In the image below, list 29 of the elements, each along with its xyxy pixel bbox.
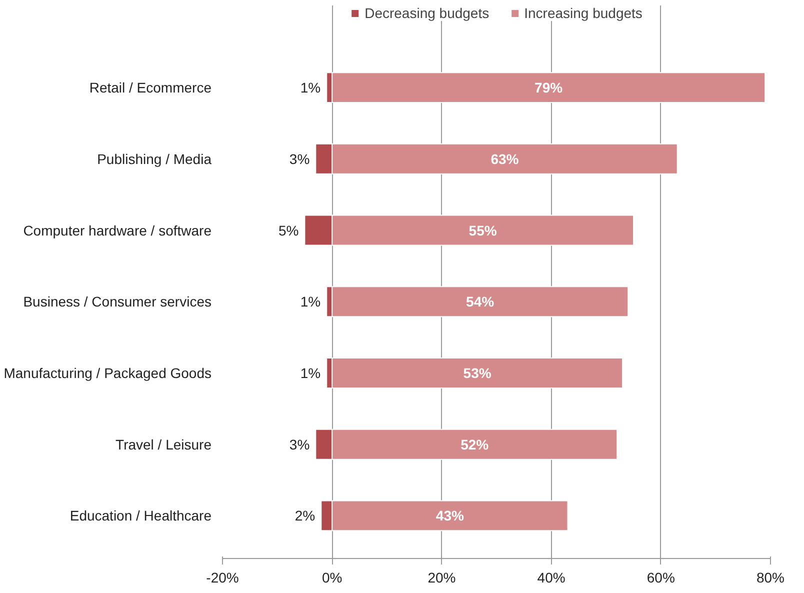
data-label: 3%: [289, 436, 310, 452]
data-label: 1%: [300, 294, 321, 310]
data-label: 1%: [300, 364, 321, 381]
x-tick-label: 80%: [756, 570, 785, 586]
y-tick-label: Retail / Ecommerce: [89, 80, 212, 96]
x-tick-label: 20%: [428, 570, 456, 586]
y-tick-label: Travel / Leisure: [116, 436, 212, 452]
data-label: 63%: [490, 150, 520, 167]
data-label: 3%: [289, 150, 310, 167]
x-tick-label: 60%: [646, 570, 675, 586]
x-tick-label: -20%: [206, 570, 239, 586]
data-label: 79%: [534, 80, 564, 96]
y-tick-label: Publishing / Media: [97, 150, 212, 167]
y-tick-label: Business / Consumer services: [23, 294, 212, 310]
y-tick-label: Computer hardware / software: [23, 222, 212, 238]
data-label: 54%: [466, 294, 495, 310]
legend-label: Decreasing budgets: [364, 5, 490, 21]
data-label: 43%: [436, 508, 464, 524]
data-label: 5%: [278, 222, 299, 238]
data-label: 55%: [468, 222, 498, 238]
x-tick-label: 0%: [322, 570, 342, 586]
y-tick-label: Education / Healthcare: [70, 508, 212, 524]
data-label: 52%: [460, 436, 490, 452]
y-tick-label: Manufacturing / Packaged Goods: [4, 364, 212, 381]
data-label: 53%: [463, 364, 492, 381]
data-label: 1%: [300, 80, 321, 96]
x-tick-label: 40%: [537, 570, 566, 586]
data-label: 2%: [294, 508, 316, 524]
legend-label: Increasing budgets: [524, 5, 642, 21]
